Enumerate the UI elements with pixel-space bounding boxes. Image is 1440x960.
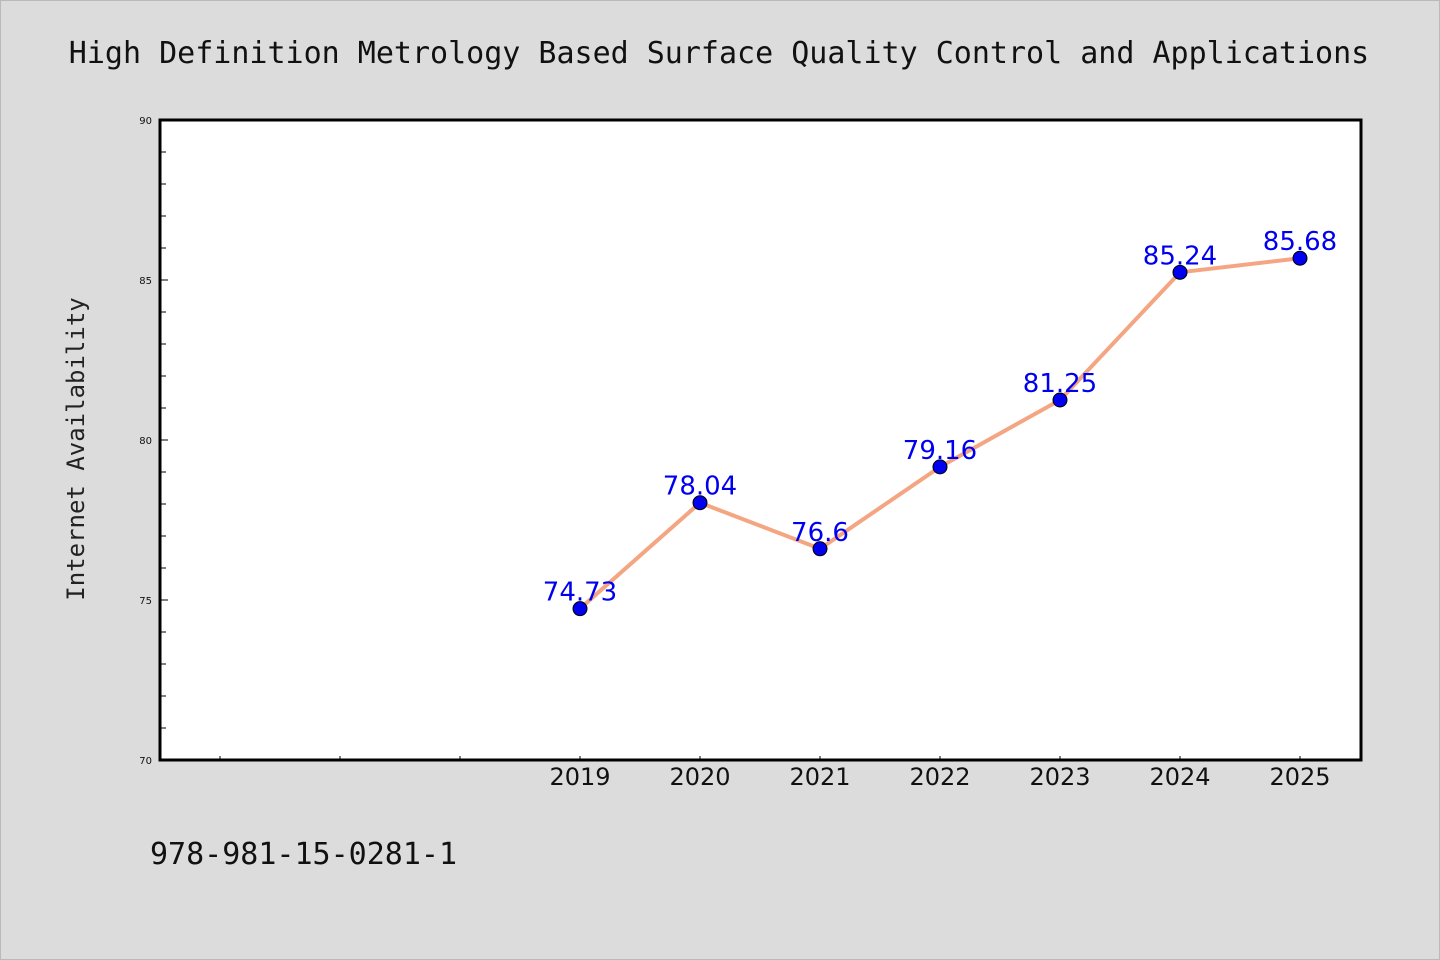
x-tick-label: 2024 (1149, 763, 1210, 791)
x-tick-label: 2022 (909, 763, 970, 791)
data-point (932, 459, 948, 475)
data-point (1172, 264, 1188, 280)
y-axis-ticks: 70 75 80 85 90 (139, 116, 168, 767)
y-tick-label: 85 (139, 276, 152, 287)
x-tick-label: 2023 (1029, 763, 1090, 791)
data-point (812, 541, 828, 557)
y-tick-label: 80 (139, 436, 152, 447)
data-label: 76.6 (791, 518, 849, 548)
data-label: 78.04 (663, 472, 737, 502)
data-label: 74.73 (543, 578, 617, 608)
y-tick-label: 70 (139, 756, 152, 767)
y-tick-label: 90 (139, 116, 152, 127)
x-axis-ticks: 2019 2020 2021 2022 2023 2024 2025 (219, 756, 1331, 791)
x-tick-label: 2020 (669, 763, 730, 791)
y-axis-label: Internet Availability (62, 297, 90, 600)
plot-area (158, 118, 1363, 762)
x-tick-label: 2019 (549, 763, 610, 791)
footer-isbn: 978-981-15-0281-1 (150, 837, 457, 872)
chart-title: High Definition Metrology Based Surface … (69, 36, 1369, 71)
data-label: 85.68 (1263, 227, 1337, 257)
series-group: 74.73 78.04 76.6 79.16 81.25 85.24 85.68 (543, 227, 1337, 617)
data-point (1052, 392, 1068, 408)
y-tick-label: 75 (139, 596, 152, 607)
data-point (572, 601, 588, 617)
data-label: 79.16 (903, 436, 977, 466)
data-label: 85.24 (1143, 241, 1217, 271)
data-point (692, 495, 708, 511)
data-point (1292, 250, 1308, 266)
x-tick-label: 2021 (789, 763, 850, 791)
data-label: 81.25 (1023, 369, 1097, 399)
x-tick-label: 2025 (1269, 763, 1330, 791)
